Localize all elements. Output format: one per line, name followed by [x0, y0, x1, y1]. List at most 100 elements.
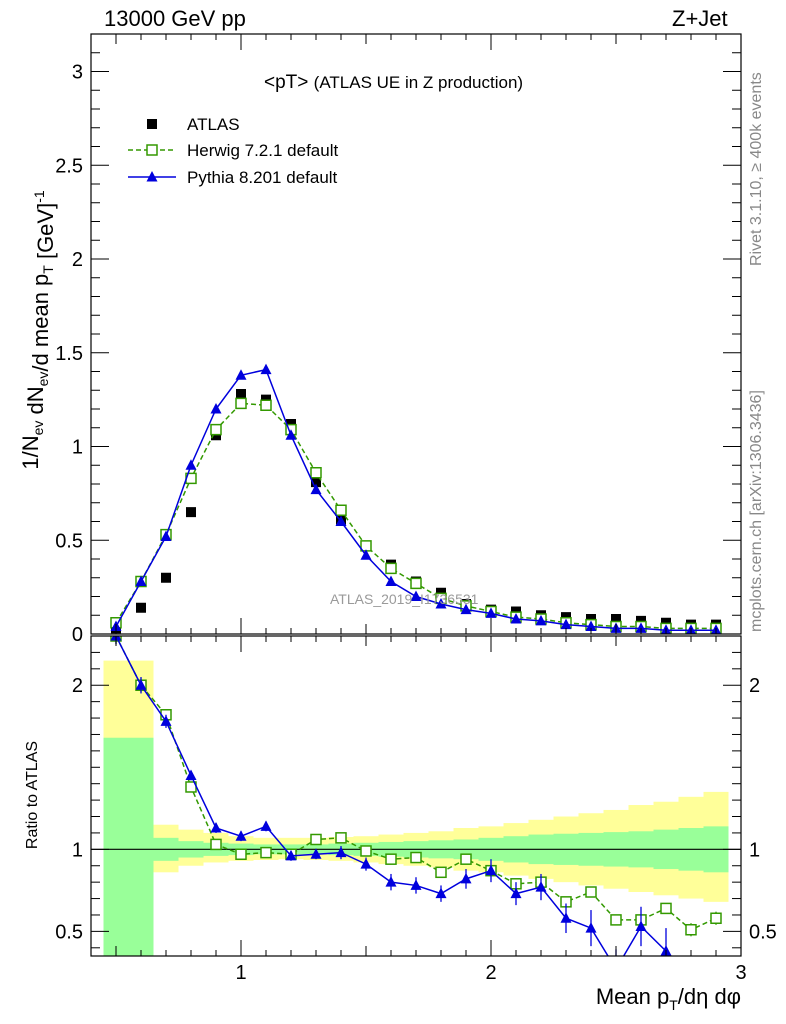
- ratio-point-pythia-8-201-default: [285, 849, 297, 861]
- ratio-y-tick-label-left: 0.5: [55, 921, 83, 943]
- y-tick-label: 0: [72, 624, 83, 646]
- main-point-herwig-7-2-1-default: [410, 577, 422, 590]
- ratio-point-herwig-7-2-1-default: [235, 848, 247, 861]
- main-point-atlas: [186, 507, 196, 518]
- legend-label: Pythia 8.201 default: [187, 168, 338, 187]
- chart-title: <pT> (ATLAS UE in Z production): [264, 72, 523, 93]
- main-point-pythia-8-201-default: [335, 515, 347, 526]
- main-point-pythia-8-201-default: [210, 403, 222, 414]
- main-point-herwig-7-2-1-default: [385, 562, 397, 575]
- ratio-point-herwig-7-2-1-default: [660, 902, 672, 915]
- ratio-point-pythia-8-201-default: [535, 881, 547, 892]
- main-point-pythia-8-201-default: [135, 575, 147, 586]
- ratio-point-pythia-8-201-default: [460, 872, 472, 884]
- main-point-atlas: [161, 572, 171, 583]
- x-tick-label: 3: [735, 962, 746, 984]
- ratio-point-herwig-7-2-1-default: [610, 914, 622, 926]
- y-tick-label: 0.5: [55, 530, 83, 552]
- header-energy-label: 13000 GeV pp: [104, 6, 246, 31]
- ratio-point-herwig-7-2-1-default: [385, 853, 397, 865]
- ratio-point-pythia-8-201-default: [435, 887, 447, 899]
- main-point-pythia-8-201-default: [535, 614, 547, 626]
- ratio-point-pythia-8-201-default: [235, 830, 247, 841]
- ratio-point-pythia-8-201-default: [635, 920, 647, 931]
- main-point-herwig-7-2-1-default: [335, 504, 347, 516]
- main-point-atlas: [611, 614, 621, 624]
- main-point-herwig-7-2-1-default: [310, 467, 322, 479]
- main-point-pythia-8-201-default: [160, 530, 172, 541]
- ratio-point-herwig-7-2-1-default: [710, 912, 722, 925]
- main-point-pythia-8-201-default: [485, 607, 497, 618]
- ratio-y-tick-label-right: 0.5: [749, 921, 777, 943]
- ratio-point-herwig-7-2-1-default: [310, 833, 322, 846]
- main-point-pythia-8-201-default: [435, 598, 447, 609]
- main-point-pythia-8-201-default: [460, 603, 472, 615]
- ratio-point-pythia-8-201-default: [385, 876, 397, 887]
- main-point-pythia-8-201-default: [285, 429, 297, 440]
- ratio-y-axis-label: Ratio to ATLAS: [24, 741, 41, 849]
- ratio-y-tick-label-right: 2: [749, 675, 760, 697]
- main-point-atlas: [136, 602, 146, 613]
- ratio-point-herwig-7-2-1-default: [585, 886, 597, 898]
- legend-marker: [147, 119, 157, 129]
- main-point-pythia-8-201-default: [635, 622, 647, 633]
- y-tick-label: 1: [72, 437, 83, 459]
- header-process-label: Z+Jet: [672, 6, 728, 31]
- main-point-pythia-8-201-default: [235, 369, 247, 380]
- main-point-pythia-8-201-default: [260, 363, 272, 375]
- ratio-point-pythia-8-201-default: [210, 822, 222, 833]
- x-tick-label: 2: [485, 962, 496, 984]
- main-point-pythia-8-201-default: [360, 549, 372, 560]
- main-point-pythia-8-201-default: [310, 483, 322, 495]
- ratio-point-herwig-7-2-1-default: [435, 866, 447, 879]
- ratio-point-herwig-7-2-1-default: [460, 853, 472, 865]
- ratio-point-pythia-8-201-default: [335, 846, 347, 858]
- main-y-axis-label: 1/Nev dNev/d mean pT [GeV]-1: [18, 190, 58, 470]
- main-point-atlas: [236, 389, 246, 399]
- ratio-point-pythia-8-201-default: [360, 858, 372, 869]
- ratio-y-tick-label-left: 2: [72, 675, 83, 697]
- ratio-point-herwig-7-2-1-default: [260, 846, 272, 859]
- ratio-y-tick-label-right: 1: [749, 839, 760, 861]
- ratio-frame: [90, 635, 742, 957]
- main-point-herwig-7-2-1-default: [210, 423, 222, 436]
- main-plot-area: [110, 363, 722, 634]
- ratio-plot-area: [91, 636, 741, 974]
- ratio-point-pythia-8-201-default: [160, 715, 172, 726]
- ratio-y-tick-label-left: 1: [72, 839, 83, 861]
- legend-label: Herwig 7.2.1 default: [187, 141, 338, 160]
- ratio-point-pythia-8-201-default: [510, 887, 522, 899]
- main-point-pythia-8-201-default: [585, 620, 597, 631]
- ratio-point-herwig-7-2-1-default: [685, 923, 697, 936]
- ratio-point-pythia-8-201-default: [585, 922, 597, 933]
- ratio-point-pythia-8-201-default: [260, 820, 272, 831]
- y-tick-label: 1.5: [55, 343, 83, 365]
- ratio-point-pythia-8-201-default: [410, 879, 422, 890]
- ratio-point-herwig-7-2-1-default: [360, 845, 372, 857]
- watermark: ATLAS_2019_I1736531: [330, 591, 479, 607]
- ratio-point-herwig-7-2-1-default: [410, 851, 422, 864]
- ratio-point-pythia-8-201-default: [485, 864, 497, 876]
- main-point-pythia-8-201-default: [185, 459, 197, 470]
- main-point-pythia-8-201-default: [510, 613, 522, 624]
- y-tick-label: 2.5: [55, 155, 83, 177]
- legend-label: ATLAS: [187, 115, 240, 134]
- uncertainty-band-inner: [128, 737, 154, 956]
- ratio-point-herwig-7-2-1-default: [335, 832, 347, 844]
- main-point-pythia-8-201-default: [410, 590, 422, 601]
- legend-marker: [146, 171, 158, 182]
- ratio-point-pythia-8-201-default: [135, 679, 147, 690]
- ratio-point-pythia-8-201-default: [611, 963, 622, 974]
- uncertainty-band-inner: [103, 737, 129, 956]
- ratio-point-pythia-8-201-default: [310, 848, 322, 859]
- y-tick-label: 3: [72, 62, 83, 84]
- x-axis-label: Mean pT/dη dφ: [596, 984, 741, 1013]
- main-point-herwig-7-2-1-default: [235, 397, 247, 410]
- ratio-point-herwig-7-2-1-default: [210, 838, 222, 851]
- main-point-atlas: [311, 477, 321, 488]
- legend-marker: [146, 144, 158, 156]
- main-point-pythia-8-201-default: [560, 618, 572, 630]
- x-tick-label: 1: [235, 962, 246, 984]
- y-tick-label: 2: [72, 249, 83, 271]
- ratio-point-pythia-8-201-default: [560, 912, 572, 923]
